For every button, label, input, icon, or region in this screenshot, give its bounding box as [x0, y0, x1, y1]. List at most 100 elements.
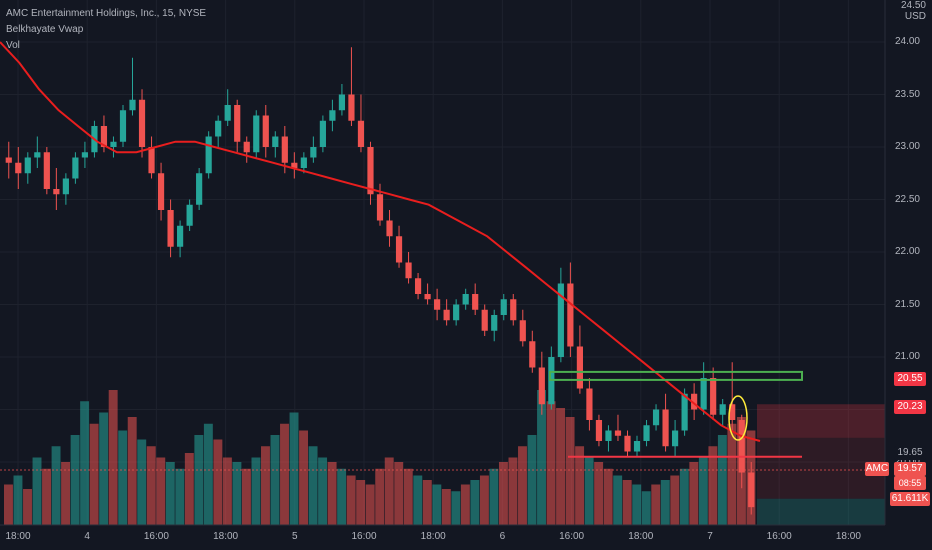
indicator-vwap-label[interactable]: Belkhayate Vwap: [6, 24, 84, 35]
price-tick-label: 22.00: [894, 246, 920, 257]
volume-bar: [508, 457, 518, 525]
candle-body: [729, 404, 736, 420]
candle-body: [491, 315, 498, 331]
candle-body: [24, 157, 31, 174]
volume-bar: [394, 462, 404, 525]
volume-bar: [594, 462, 604, 525]
volume-bar: [537, 390, 546, 525]
price-tick-label: 21.50: [894, 298, 920, 310]
volume-bar: [318, 457, 328, 525]
volume-bar: [337, 468, 347, 525]
symbol-badge: AMC: [865, 462, 889, 476]
volume-bar: [261, 446, 270, 525]
candle-body: [500, 299, 507, 315]
volume-bar: [108, 390, 118, 525]
volume-bar: [375, 468, 385, 525]
volume-bar: [708, 446, 718, 525]
time-tick-label: 16:00: [143, 531, 169, 542]
symbol-title: AMC Entertainment Holdings, Inc., 15, NY…: [6, 8, 207, 19]
stop-badge: 19.65: [894, 446, 926, 460]
volume-bar: [89, 423, 99, 525]
last-price-badge: 19.57: [894, 462, 926, 476]
volume-bar: [194, 435, 204, 525]
volume-bar: [156, 457, 166, 525]
candle-body: [348, 94, 355, 121]
volume-bar: [4, 484, 13, 525]
candle-body: [291, 162, 298, 168]
candle-body: [414, 278, 422, 294]
volume-bar: [489, 468, 499, 525]
indicator-volume-label[interactable]: Vol: [6, 40, 20, 51]
volume-bar: [575, 446, 585, 525]
volume-bar: [118, 430, 128, 525]
volume-bar: [346, 475, 356, 525]
time-tick-label: 18:00: [5, 531, 31, 542]
candle-body: [386, 220, 393, 237]
candle-body: [595, 420, 603, 441]
candle-body: [481, 309, 488, 331]
volume-bar: [356, 480, 366, 525]
candle-body: [472, 294, 479, 310]
highlight-ellipse: [728, 395, 748, 441]
candle-body: [719, 404, 726, 415]
volume-bar: [23, 489, 32, 525]
volume-bar: [32, 457, 42, 525]
time-tick-label: 16:00: [766, 531, 792, 542]
candle-body: [272, 136, 279, 147]
volume-bar: [80, 401, 90, 525]
volume-bar: [422, 480, 432, 525]
candle-body: [567, 283, 574, 347]
candle-body: [138, 99, 146, 147]
volume-bars: [4, 390, 756, 525]
candle-body: [100, 126, 108, 147]
candle-body: [319, 120, 326, 147]
volume-bar: [451, 491, 461, 525]
volume-bar: [308, 446, 318, 525]
candle-body: [15, 162, 22, 174]
volume-bar: [280, 423, 289, 525]
candle-body: [329, 110, 336, 121]
candle-body: [53, 189, 60, 195]
candle-body: [62, 178, 69, 195]
time-tick-label: 16:00: [559, 531, 585, 542]
volume-bar: [213, 439, 223, 525]
candle-body: [557, 283, 564, 357]
time-tick-label: 16:00: [351, 531, 377, 542]
candle-body: [148, 147, 155, 174]
candle-body: [177, 225, 184, 247]
volume-bar: [546, 401, 556, 525]
candle-body: [443, 309, 450, 321]
candle-body: [395, 236, 403, 263]
candle-body: [357, 120, 365, 147]
candle-body: [5, 157, 12, 163]
candle-body: [300, 157, 307, 168]
candle-body: [510, 299, 517, 321]
volume-bar: [441, 489, 451, 525]
candle-body: [234, 105, 241, 142]
candle-body: [81, 152, 89, 158]
volume-bar: [460, 484, 470, 525]
candle-body: [662, 409, 669, 447]
candle-body: [281, 136, 288, 163]
candle-body: [196, 173, 203, 205]
candle-body: [614, 430, 622, 436]
volume-bar: [632, 484, 642, 525]
price-tick-label: 24.00: [894, 36, 920, 47]
position-box: [757, 404, 885, 525]
time-tick-label: 6: [499, 531, 506, 542]
volume-bar: [660, 480, 670, 525]
volume-bar: [289, 412, 299, 525]
candle-body: [605, 430, 612, 441]
candle-body: [738, 420, 745, 473]
volume-bar: [403, 468, 413, 525]
volume-bar: [584, 457, 594, 525]
candle-body: [681, 393, 688, 431]
currency-label[interactable]: 24.50 USD: [900, 0, 926, 22]
candle-body: [586, 388, 593, 420]
volume-bar: [565, 417, 575, 525]
time-tick-label: 4: [84, 531, 90, 542]
volume-bar: [165, 462, 175, 525]
candle-body: [243, 141, 250, 153]
volume-bar: [13, 475, 23, 525]
